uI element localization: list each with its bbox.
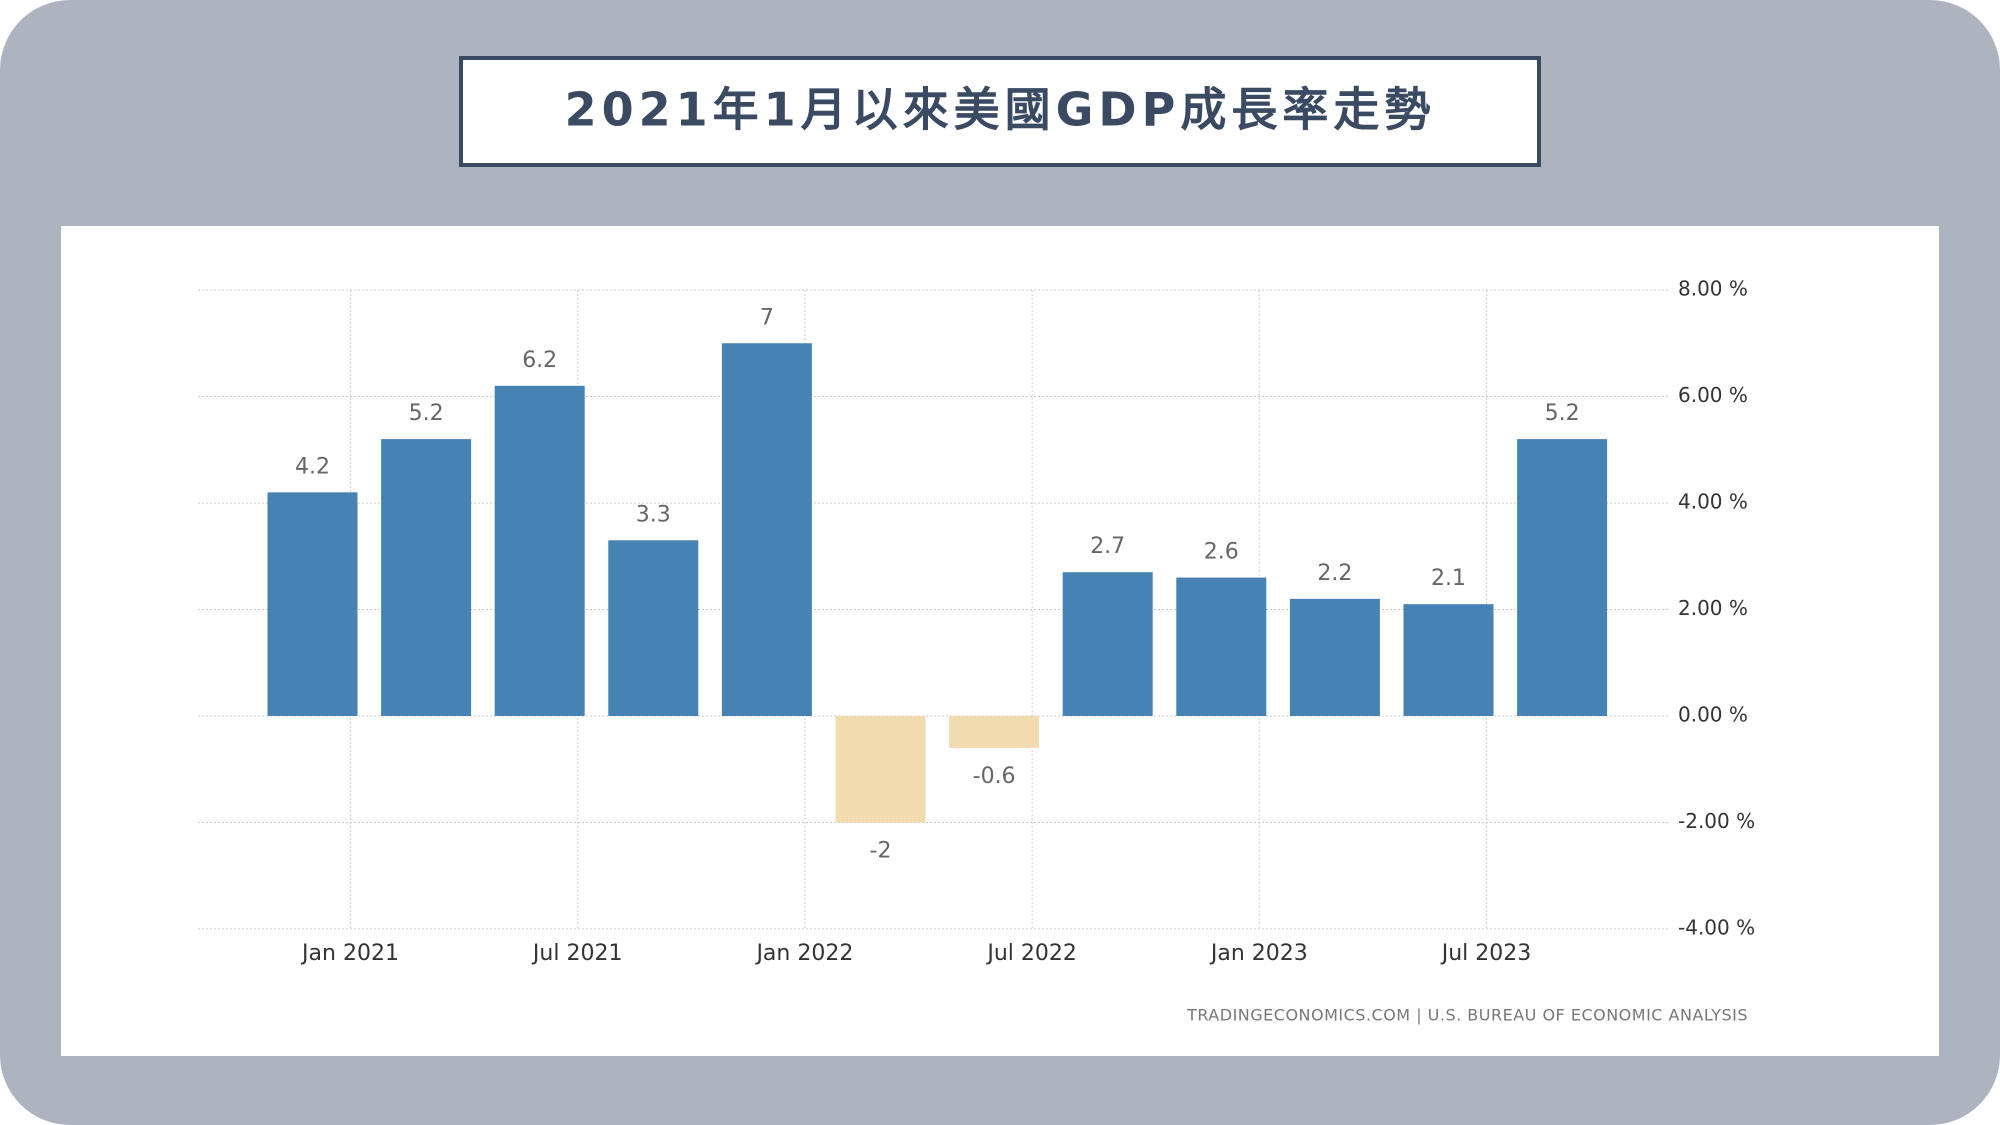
bar — [835, 716, 926, 823]
bar — [949, 716, 1040, 748]
y-tick-label: 0.00 % — [1678, 703, 1748, 727]
data-label: 6.2 — [522, 348, 557, 373]
data-label: 2.7 — [1090, 534, 1125, 559]
x-tick-label: Jul 2022 — [985, 941, 1077, 966]
data-label: -0.6 — [973, 764, 1016, 789]
source: TRADINGECONOMICS.COM | U.S. BUREAU OF EC… — [1186, 1006, 1748, 1025]
data-label: 2.1 — [1431, 566, 1466, 591]
bar — [721, 343, 812, 716]
bar — [267, 492, 358, 716]
bar — [1517, 439, 1608, 716]
y-tick-label: 4.00 % — [1678, 490, 1748, 514]
x-tick-label: Jul 2023 — [1440, 941, 1532, 966]
bar — [1289, 598, 1380, 716]
data-label: 2.2 — [1317, 561, 1352, 586]
y-tick-label: 2.00 % — [1678, 596, 1748, 620]
chart-title: 2021年1月以來美國GDP成長率走勢 — [565, 83, 1436, 137]
y-tick-label: 8.00 % — [1678, 277, 1748, 301]
bar — [1176, 577, 1267, 716]
data-label: 3.3 — [636, 502, 671, 527]
panel — [61, 226, 1939, 1056]
bar — [494, 385, 585, 716]
data-label: 4.2 — [295, 454, 330, 479]
bar — [608, 540, 699, 716]
data-label: 5.2 — [409, 401, 444, 426]
x-tick-label: Jan 2023 — [1209, 941, 1308, 966]
x-tick-label: Jul 2021 — [531, 941, 623, 966]
data-label: 5.2 — [1545, 401, 1580, 426]
bar — [1403, 604, 1494, 716]
y-tick-label: 6.00 % — [1678, 383, 1748, 407]
data-label: 7 — [760, 305, 774, 330]
title-box — [459, 56, 1541, 167]
y-tick-label: -4.00 % — [1678, 916, 1755, 940]
y-tick-label: -2.00 % — [1678, 809, 1755, 833]
bar — [381, 439, 472, 716]
bar — [1062, 572, 1153, 716]
data-label: -2 — [870, 839, 892, 864]
x-tick-label: Jan 2021 — [300, 941, 399, 966]
x-tick-label: Jan 2022 — [754, 941, 853, 966]
data-label: 2.6 — [1204, 540, 1239, 565]
